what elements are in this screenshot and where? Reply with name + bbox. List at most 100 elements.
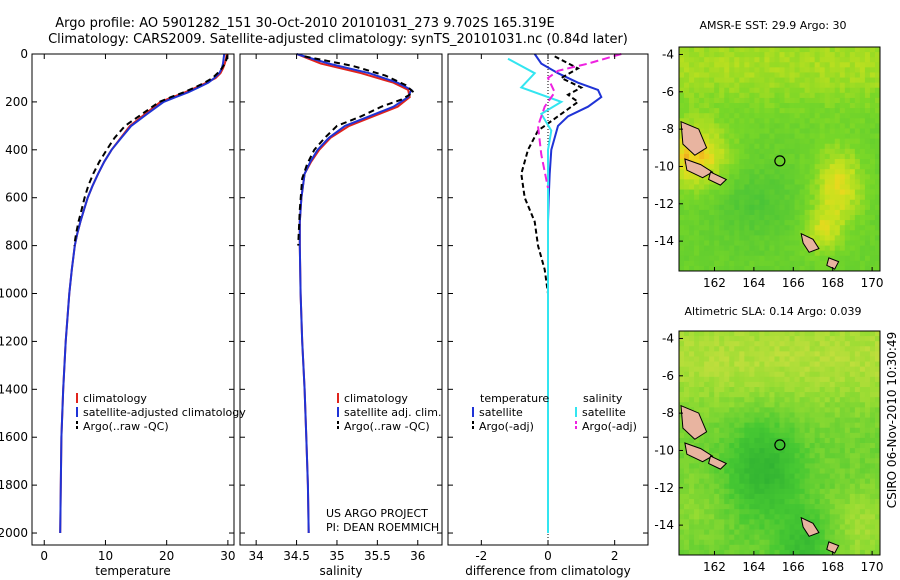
- sla-map-cell: [694, 366, 700, 373]
- sla-map-cell: [834, 351, 841, 357]
- sst-map-cell: [824, 97, 831, 104]
- sst-map-cell: [839, 220, 846, 226]
- sla-map-cell: [709, 443, 715, 449]
- sla-map-cell: [739, 417, 745, 424]
- sst-map-cell: [839, 250, 846, 257]
- sst-map-cell: [789, 260, 795, 267]
- sla-map-cell: [844, 331, 851, 337]
- sst-map-cell: [729, 164, 735, 170]
- sst-map-cell: [809, 52, 816, 58]
- sla-map-cell: [694, 356, 700, 362]
- sst-map-cell: [684, 108, 690, 114]
- sst-map-cell: [829, 67, 836, 73]
- sla-map-cell: [819, 544, 826, 551]
- sla-map-cell: [689, 341, 695, 347]
- sla-map-cell: [824, 458, 831, 464]
- sla-map-cell: [799, 514, 806, 520]
- sla-map-cell: [709, 422, 715, 429]
- sst-map-cell: [679, 72, 685, 78]
- sst-map-cell: [689, 260, 695, 267]
- sla-map-cell: [739, 407, 745, 413]
- sst-map-cell: [804, 260, 811, 267]
- sst-map-cell: [829, 118, 836, 124]
- sla-map-cell: [774, 443, 780, 449]
- sla-map-cell: [774, 524, 780, 530]
- sst-map-cell: [709, 235, 715, 241]
- sla-map-cell: [849, 417, 856, 424]
- sst-map-cell: [794, 52, 801, 58]
- sst-map-cell: [724, 189, 730, 196]
- sla-map-cell: [839, 336, 846, 342]
- sla-map-cell: [714, 397, 720, 403]
- sst-map-cell: [754, 92, 760, 99]
- sst-map-cell: [694, 118, 700, 124]
- sla-map-cell: [779, 381, 785, 388]
- sst-map-cell: [784, 245, 790, 252]
- sst-map-cell: [824, 128, 831, 134]
- sla-map-cell: [854, 534, 861, 541]
- sst-map-cell: [704, 199, 710, 206]
- sst-map-cell: [829, 108, 836, 114]
- sla-map-cell: [869, 509, 876, 515]
- sst-map-cell: [764, 209, 770, 216]
- sst-map-cell: [839, 204, 846, 211]
- sla-map-cell: [864, 376, 871, 383]
- sla-map-cell: [794, 443, 801, 449]
- sla-map-cell: [744, 493, 750, 500]
- sla-map-cell: [809, 468, 816, 474]
- sst-map-cell: [824, 159, 831, 165]
- sst-map-cell: [774, 174, 780, 180]
- temperature-xtick-label: 0: [40, 549, 48, 563]
- sla-map-cell: [839, 437, 846, 444]
- sst-map-cell: [734, 209, 740, 216]
- sst-map-cell: [704, 189, 710, 196]
- sla-map-cell: [809, 392, 816, 398]
- sla-map-cell: [834, 519, 841, 525]
- sst-map-cell: [809, 148, 816, 155]
- sst-map-cell: [804, 82, 811, 89]
- sst-map-cell: [679, 133, 685, 140]
- sst-map-cell: [819, 225, 826, 231]
- sst-map-cell: [794, 92, 801, 99]
- sla-map-cell: [849, 514, 856, 520]
- sla-map-cell: [809, 381, 816, 388]
- sst-map-cell: [689, 52, 695, 58]
- sla-map-cell: [684, 376, 690, 383]
- sst-map-cell: [754, 189, 760, 196]
- sla-map-cell: [704, 437, 710, 444]
- sst-map-island: [684, 158, 714, 179]
- sst-map-cell: [679, 57, 685, 63]
- sst-map-cell: [724, 72, 730, 78]
- sst-map-cell: [774, 108, 780, 114]
- sla-map-cell: [689, 376, 695, 383]
- sst-map-cell: [839, 133, 846, 140]
- sla-map-cell: [844, 381, 851, 388]
- sla-map-cell: [679, 509, 685, 515]
- sla-map-cell: [714, 351, 720, 357]
- sst-map-cell: [769, 204, 775, 211]
- sla-map-cell: [779, 392, 785, 398]
- sst-map-cell: [769, 52, 775, 58]
- sla-map-cell: [809, 539, 816, 546]
- sst-map-cell: [789, 82, 795, 89]
- sst-map-cell: [769, 245, 775, 252]
- sst-map-cell: [844, 77, 851, 84]
- sla-map-cell: [784, 473, 790, 480]
- sst-map-cell: [764, 215, 770, 221]
- sst-map-cell: [854, 57, 861, 63]
- sla-map-cell: [754, 437, 760, 444]
- sst-map-cell: [869, 128, 876, 134]
- sla-map-cell: [724, 514, 730, 520]
- sst-map-cell: [769, 199, 775, 206]
- sst-map-cell: [679, 118, 685, 124]
- sst-map-cell: [764, 230, 770, 236]
- salinity-xtick-label: 36: [410, 549, 425, 563]
- sst-map-cell: [719, 255, 725, 262]
- sst-map-cell: [724, 108, 730, 114]
- sla-map-cell: [779, 493, 785, 500]
- sla-map-cell: [869, 458, 876, 464]
- sst-map-cell: [709, 215, 715, 221]
- sst-map-cell: [794, 255, 801, 262]
- sla-map-cell: [859, 458, 866, 464]
- sla-map-cell: [724, 509, 730, 515]
